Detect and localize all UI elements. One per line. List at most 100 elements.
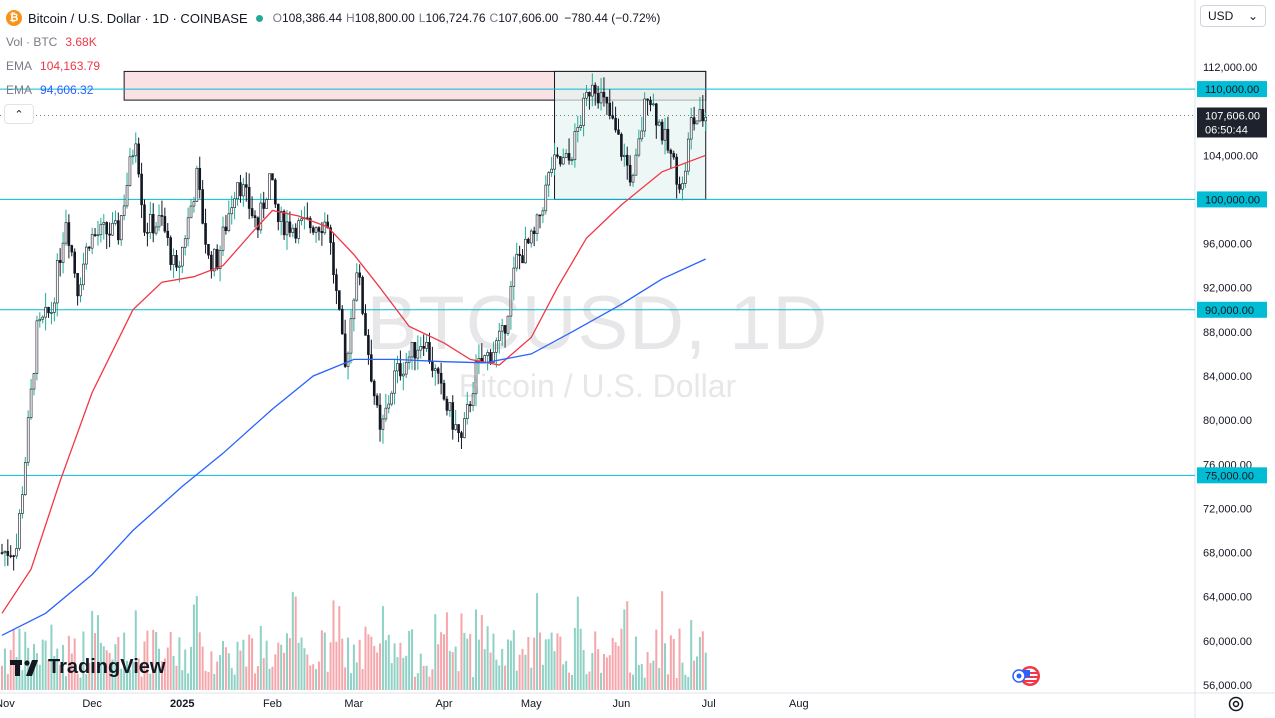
volume-bar (553, 651, 556, 690)
currency-selector[interactable]: USD ⌄ (1200, 5, 1266, 27)
volume-bar (332, 600, 335, 690)
volume-bar (358, 639, 361, 690)
symbol-row[interactable]: ₿ Bitcoin / U.S. Dollar · 1D · COINBASE … (6, 6, 660, 30)
watermark-ticker: BTCUSD, 1D (366, 281, 829, 366)
high-value: 108,800.00 (354, 11, 415, 25)
candle-body (146, 232, 149, 234)
candle-body (122, 205, 126, 216)
candle-body (433, 368, 437, 371)
volume-bar (602, 654, 605, 690)
candle-body (497, 330, 501, 341)
candle-body (503, 325, 507, 334)
volume-bar (504, 665, 507, 690)
volume-bar (253, 673, 256, 690)
candle-body (212, 249, 216, 272)
candle-body (259, 202, 263, 231)
candle-body (227, 213, 231, 231)
volume-bar (489, 652, 492, 690)
volume-bar (637, 665, 640, 690)
candle-body (73, 251, 76, 274)
volume-bar (274, 654, 277, 690)
symbol-title[interactable]: Bitcoin / U.S. Dollar · 1D · COINBASE (28, 10, 248, 26)
volume-bar (123, 632, 126, 690)
collapse-legend-button[interactable]: ⌃ (4, 104, 34, 124)
volume-bar (271, 666, 274, 690)
volume-bar (582, 650, 585, 690)
volume-bar (187, 673, 190, 690)
volume-bar (262, 658, 265, 690)
volume-bar (99, 642, 102, 690)
volume-bar (245, 666, 248, 690)
volume-bar (6, 674, 9, 690)
volume-bar (120, 668, 123, 690)
candle-body (67, 222, 71, 246)
candle-body (82, 263, 85, 286)
volume-bar (50, 624, 53, 690)
ema-slow-row[interactable]: EMA 94,606.32 (6, 78, 660, 102)
candle-body (564, 153, 568, 158)
volume-bar (466, 638, 469, 690)
candle-body (654, 103, 658, 126)
volume-bar (184, 649, 187, 690)
time-tick-label: Mar (344, 698, 363, 710)
volume-bar (134, 610, 137, 690)
price-line-label-bg (1197, 81, 1267, 98)
volume-bar (73, 638, 76, 690)
volume-bar (376, 652, 379, 690)
candle-body (544, 184, 548, 212)
volume-bar (195, 595, 198, 690)
candle-body (556, 154, 559, 157)
candle-body (465, 404, 469, 419)
price-line-label: 75,000.00 (1205, 470, 1254, 482)
volume-indicator-row[interactable]: Vol · BTC 3.68K (6, 30, 660, 54)
volume-bar (219, 654, 222, 690)
volume-bar (693, 660, 696, 690)
candle-body (358, 272, 361, 278)
volume-bar (690, 620, 693, 690)
tradingview-logo[interactable]: TradingView (10, 656, 165, 679)
candle-body (137, 143, 140, 175)
volume-bar (198, 632, 201, 690)
volume-bar (265, 640, 268, 690)
candle-body (495, 340, 498, 353)
ema-slow-line (1, 258, 706, 636)
candle-body (625, 154, 629, 166)
candle-body (448, 402, 452, 411)
candle-body (596, 93, 600, 104)
candle-body (291, 227, 295, 233)
volume-bar (242, 639, 245, 690)
gear-icon[interactable] (1227, 695, 1245, 713)
candle-body (436, 368, 440, 374)
us-market-flag-icon[interactable] (1011, 665, 1041, 687)
candle-body (114, 220, 117, 224)
candle-body (3, 551, 7, 554)
volume-bar (317, 661, 320, 690)
volume-bar (27, 647, 30, 690)
candle-body (134, 143, 138, 157)
volume-bar (155, 631, 158, 690)
ema-fast-row[interactable]: EMA 104,163.79 (6, 54, 660, 78)
volume-bar (288, 638, 291, 690)
candle-body (172, 255, 175, 265)
volume-bar (698, 636, 701, 690)
volume-bar (390, 663, 393, 690)
candle-body (274, 179, 277, 205)
change-value: −780.44 (−0.72%) (564, 11, 661, 25)
volume-bar (297, 642, 300, 690)
last-price-label-bg (1197, 107, 1267, 138)
candle-body (637, 138, 641, 156)
ema-fast-value: 104,163.79 (40, 59, 101, 73)
candle-body (9, 555, 13, 557)
volume-bar (451, 652, 454, 690)
volume-bar (248, 634, 251, 690)
candle-body (218, 250, 222, 269)
volume-bar (454, 646, 457, 690)
candle-body (233, 198, 236, 208)
volume-bar (280, 644, 283, 690)
volume-bar (88, 662, 91, 690)
volume-bar (341, 638, 344, 690)
candle-body (282, 211, 286, 236)
high-label: H (346, 11, 355, 25)
